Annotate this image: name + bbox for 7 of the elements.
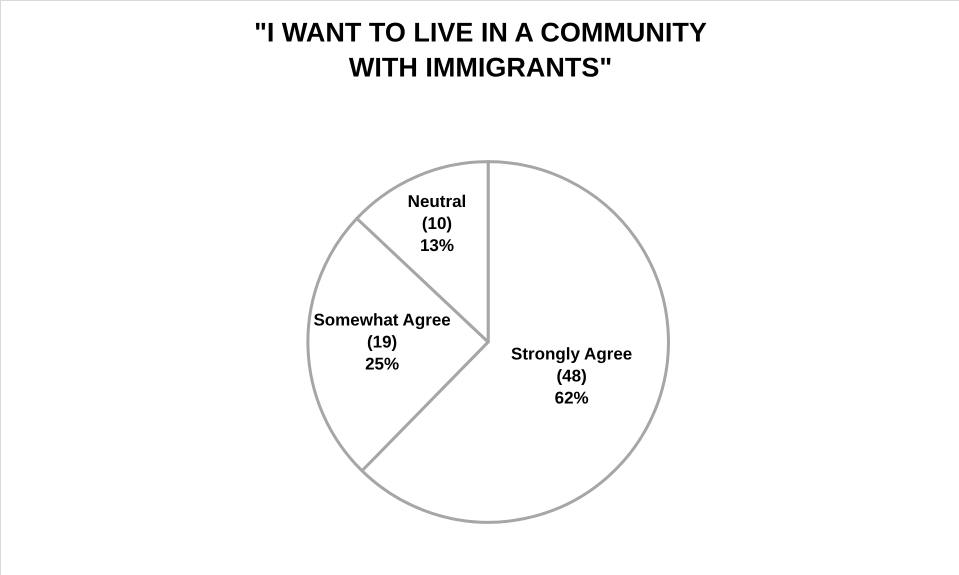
data-label: (19) 25% [365, 332, 400, 374]
chart-title: "I WANT TO LIVE IN A COMMUNITY WITH IMMIGRANTS" [254, 17, 707, 82]
slice-label: Somewhat Agree [313, 310, 451, 330]
slice-label: Neutral [408, 192, 466, 211]
slice-label: Strongly Agree [511, 344, 632, 364]
data-label: (10) 13% [420, 214, 454, 256]
data-label: (48) 62% [554, 366, 589, 408]
